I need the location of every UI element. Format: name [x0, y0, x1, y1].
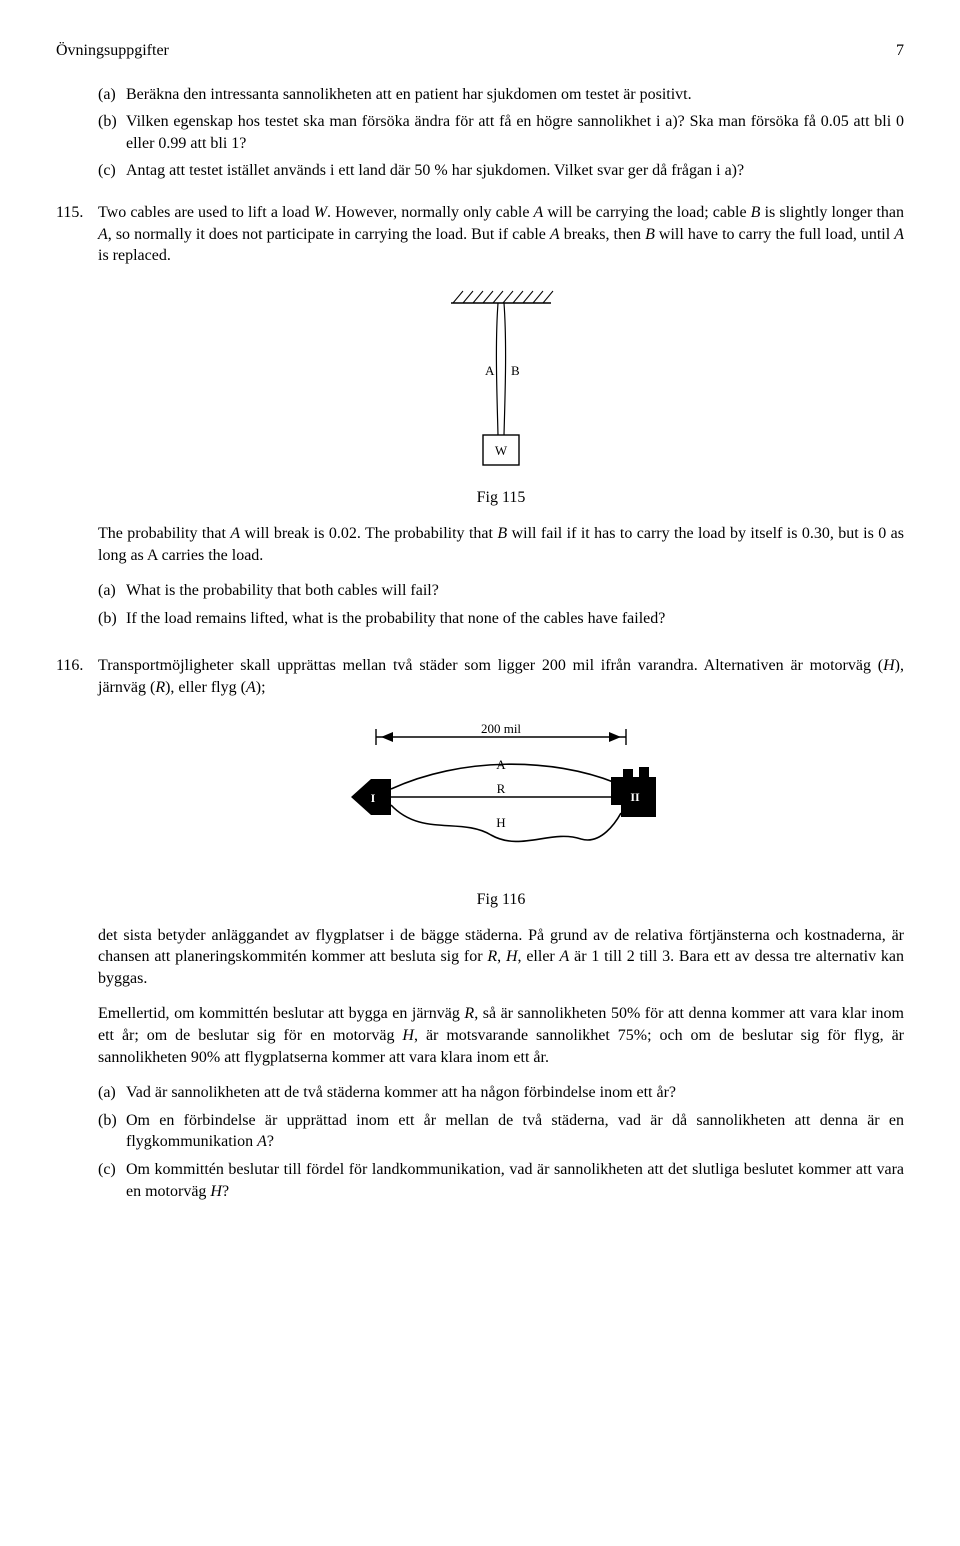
problem-115: 115. Two cables are used to lift a load …: [56, 202, 904, 635]
sub-text: Beräkna den intressanta sannolikheten at…: [126, 84, 904, 106]
sub-label: (c): [98, 1159, 126, 1202]
figure-116: 200 mil I II A R H Fig 116: [98, 717, 904, 911]
problem-number: 116.: [56, 655, 98, 1208]
prev-problem-subitems: (a) Beräkna den intressanta sannolikhete…: [98, 84, 904, 182]
header-page-number: 7: [896, 40, 904, 62]
sub-text: If the load remains lifted, what is the …: [126, 608, 904, 630]
fig115-caption: Fig 115: [98, 487, 904, 509]
sub-label: (a): [98, 580, 126, 602]
sub-label: (a): [98, 84, 126, 106]
fig115-label-W: W: [495, 443, 508, 458]
fig115-label-B: B: [511, 363, 520, 378]
fig116-city-I: I: [371, 791, 376, 805]
fig116-dist-label: 200 mil: [481, 721, 521, 736]
problem-116: 116. Transportmöjligheter skall upprätta…: [56, 655, 904, 1208]
sub-item-a: (a) Beräkna den intressanta sannolikhete…: [98, 84, 904, 106]
fig116-label-R: R: [497, 781, 506, 796]
figure-115: A B W Fig 115: [98, 285, 904, 509]
sub-label: (a): [98, 1082, 126, 1104]
sub-label: (b): [98, 608, 126, 630]
sub-text: Om kommittén beslutar till fördel för la…: [126, 1159, 904, 1202]
sub-label: (b): [98, 111, 126, 154]
fig116-city-II: II: [630, 790, 640, 804]
fig116-label-H: H: [496, 815, 505, 830]
p116-para2: det sista betyder anläggandet av flygpla…: [98, 925, 904, 990]
page-header: Övningsuppgifter 7: [56, 40, 904, 62]
p115-sub-a: (a) What is the probability that both ca…: [98, 580, 904, 602]
p116-sub-b: (b) Om en förbindelse är upprättad inom …: [98, 1110, 904, 1153]
fig116-label-A: A: [496, 757, 506, 772]
p115-text2: The probability that A will break is 0.0…: [98, 523, 904, 566]
fig116-svg: 200 mil I II A R H: [321, 717, 681, 877]
sub-text: Om en förbindelse är upprättad inom ett …: [126, 1110, 904, 1153]
fig115-label-A: A: [485, 363, 495, 378]
fig116-caption: Fig 116: [98, 889, 904, 911]
sub-text: Vilken egenskap hos testet ska man försö…: [126, 111, 904, 154]
p116-text1: Transportmöjligheter skall upprättas mel…: [98, 655, 904, 698]
fig115-svg: A B W: [441, 285, 561, 475]
p115-text1: Two cables are used to lift a load W. Ho…: [98, 202, 904, 267]
sub-item-b: (b) Vilken egenskap hos testet ska man f…: [98, 111, 904, 154]
p115-sub-b: (b) If the load remains lifted, what is …: [98, 608, 904, 630]
p116-para3: Emellertid, om kommittén beslutar att by…: [98, 1003, 904, 1068]
sub-text: Vad är sannolikheten att de två städerna…: [126, 1082, 904, 1104]
sub-label: (c): [98, 160, 126, 182]
sub-label: (b): [98, 1110, 126, 1153]
problem-number: 115.: [56, 202, 98, 635]
p116-sub-c: (c) Om kommittén beslutar till fördel fö…: [98, 1159, 904, 1202]
header-left: Övningsuppgifter: [56, 40, 169, 62]
sub-item-c: (c) Antag att testet istället används i …: [98, 160, 904, 182]
sub-text: Antag att testet istället används i ett …: [126, 160, 904, 182]
p116-sub-a: (a) Vad är sannolikheten att de två städ…: [98, 1082, 904, 1104]
sub-text: What is the probability that both cables…: [126, 580, 904, 602]
